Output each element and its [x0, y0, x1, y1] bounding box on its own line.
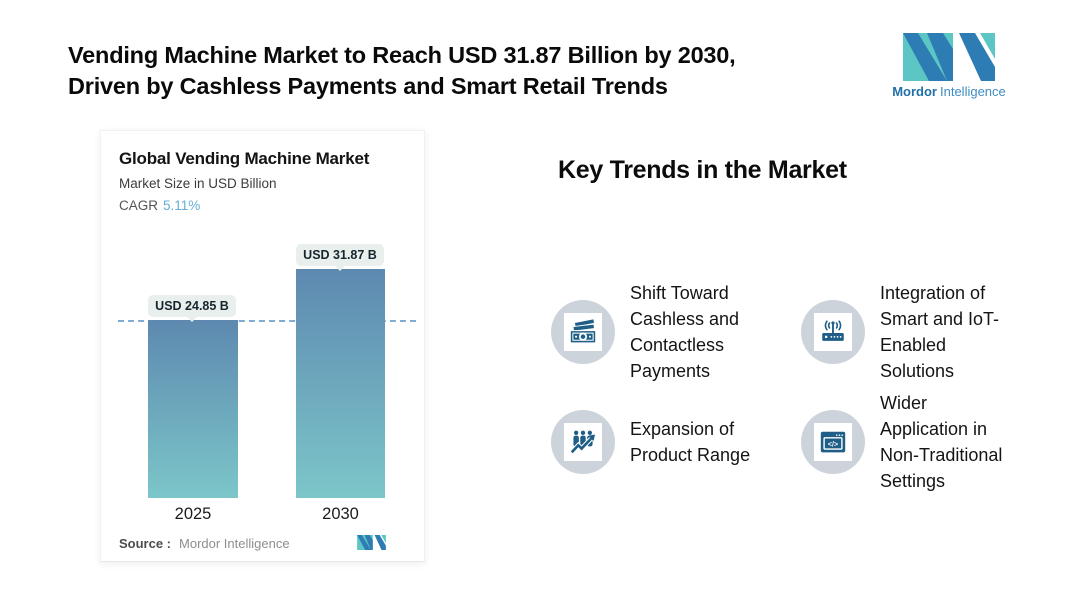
chart-cagr: CAGR 5.11%: [119, 198, 200, 213]
market-chart-card: Global Vending Machine Market Market Siz…: [100, 130, 425, 562]
brand-name: Mordor Intelligence: [887, 84, 1011, 99]
trend-item-cashless: Shift Toward Cashless and Contactless Pa…: [551, 266, 793, 398]
svg-text:</>: </>: [828, 442, 838, 449]
people-growth-icon: [551, 410, 615, 474]
chart-subtitle: Market Size in USD Billion: [119, 176, 277, 191]
x-axis-label-2030: 2030: [322, 505, 359, 523]
brand-name-regular: Intelligence: [940, 84, 1006, 99]
cagr-value: 5.11%: [163, 198, 201, 213]
bar-2030: [296, 269, 385, 498]
trend-text-non-traditional: Wider Application in Non-Traditional Set…: [880, 393, 1003, 491]
chart-title: Global Vending Machine Market: [119, 149, 370, 168]
trend-item-non-traditional: </> Wider Application in Non-Traditional…: [801, 386, 1053, 498]
trend-item-iot: Integration of Smart and IoT- Enabled So…: [801, 266, 1053, 398]
trend-text-product-range: Expansion of Product Range: [630, 419, 751, 465]
page-title: Vending Machine Market to Reach USD 31.8…: [68, 40, 736, 102]
trends-heading: Key Trends in the Market: [558, 156, 847, 184]
cash-icon: [551, 300, 615, 364]
bar-2025: [148, 320, 238, 498]
mordor-intelligence-mini-logo-icon: [357, 535, 386, 550]
cagr-label: CAGR: [119, 198, 159, 213]
trend-item-product-range: Expansion of Product Range: [551, 386, 793, 498]
trend-text-cashless: Shift Toward Cashless and Contactless Pa…: [630, 283, 740, 381]
page-title-line2: Driven by Cashless Payments and Smart Re…: [68, 73, 668, 99]
source-row: Source : Mordor Intelligence: [119, 536, 290, 551]
brand-name-bold: Mordor: [892, 84, 937, 99]
value-label-2025: USD 24.85 B: [148, 295, 236, 317]
reference-dashed-line: [118, 320, 416, 322]
trend-text-iot: Integration of Smart and IoT- Enabled So…: [880, 283, 1000, 381]
page-title-line1: Vending Machine Market to Reach USD 31.8…: [68, 42, 736, 68]
code-window-icon: </>: [801, 410, 865, 474]
brand-logo: Mordor Intelligence: [887, 33, 1011, 99]
iot-router-icon: [801, 300, 865, 364]
x-axis-label-2025: 2025: [174, 505, 212, 523]
source-label: Source :: [119, 536, 172, 551]
source-value: Mordor Intelligence: [179, 536, 290, 551]
value-label-2030: USD 31.87 B: [296, 244, 384, 266]
mordor-intelligence-logo-icon: [903, 33, 995, 81]
